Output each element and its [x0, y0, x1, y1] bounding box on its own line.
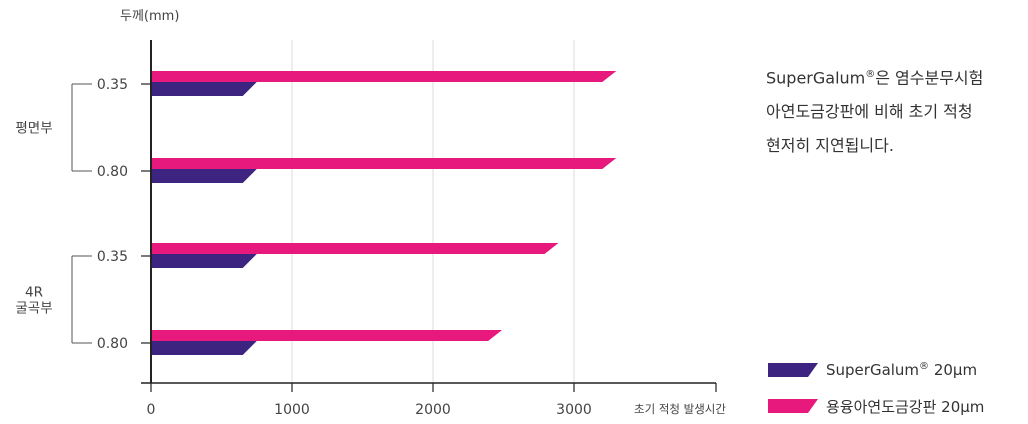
- description-line-2: 아연도금강판에 비해 초기 적청: [766, 102, 973, 122]
- bar-supergalum: [151, 254, 257, 268]
- legend-item-supergalum: SuperGalum® 20μm: [768, 352, 1028, 388]
- x-tick-label: 3000: [556, 402, 592, 418]
- y-tick-label: 0.80: [97, 164, 128, 180]
- bar-galvanized: [151, 330, 503, 341]
- y-tick-label: 0.35: [97, 77, 128, 93]
- x-tick-label: 1000: [274, 402, 310, 418]
- description-line-1: SuperGalum®은 염수분무시험: [766, 68, 984, 88]
- grid-lines: [291, 40, 575, 383]
- group-label: 굴곡부: [15, 301, 52, 317]
- group-label: 평면부: [15, 121, 52, 137]
- bar-galvanized: [151, 158, 617, 169]
- bar-galvanized: [151, 243, 559, 254]
- description-text: SuperGalum®은 염수분무시험 아연도금강판에 비해 초기 적청 현저히…: [766, 58, 1028, 163]
- legend-label-supergalum: SuperGalum® 20μm: [826, 361, 978, 379]
- bar-supergalum: [151, 341, 257, 355]
- y-tick-labels: 0.35 0.80 0.35 0.80: [97, 77, 151, 352]
- bar-supergalum: [151, 82, 257, 96]
- legend-item-galvanized: 용융아연도금강판 20μm: [768, 388, 1028, 424]
- y-axis-title: 두께(mm): [120, 9, 179, 24]
- description-line-3: 현저히 지연됩니다.: [766, 136, 894, 156]
- y-tick-label: 0.80: [97, 336, 128, 352]
- x-tick-label: 2000: [415, 402, 451, 418]
- legend-swatch-supergalum: [768, 363, 818, 377]
- bar-galvanized: [151, 71, 617, 82]
- bar-supergalum: [151, 169, 257, 183]
- thickness-chart: 두께(mm) 0.35 0.80 0.35 0.80 0 1000 2000 3000 평면…: [15, 9, 726, 418]
- y-tick-label: 0.35: [97, 249, 128, 265]
- legend-swatch-galvanized: [768, 399, 818, 413]
- group-label: 4R: [25, 285, 43, 301]
- x-tick-label: 0: [147, 402, 156, 418]
- bar-series: [151, 71, 617, 355]
- x-tick-labels: 0 1000 2000 3000: [147, 383, 717, 418]
- legend-label-galvanized: 용융아연도금강판 20μm: [826, 397, 985, 416]
- chart-legend: SuperGalum® 20μm 용융아연도금강판 20μm: [768, 352, 1028, 424]
- x-axis-title: 초기 적청 발생시간: [634, 402, 726, 416]
